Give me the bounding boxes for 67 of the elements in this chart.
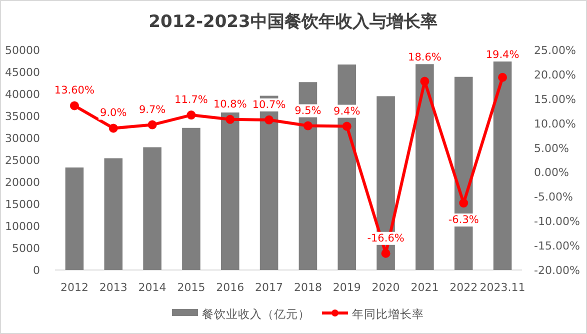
point — [303, 121, 312, 130]
y2-tick-label: -5.00% — [534, 190, 573, 204]
data-label: 9.5% — [294, 104, 322, 117]
data-label: 13.60% — [54, 84, 94, 97]
legend-label: 年同比增长率 — [352, 307, 424, 321]
data-label: 9.7% — [138, 104, 166, 116]
y2-tick-label: 0.00% — [534, 166, 569, 180]
x-tick-label: 2012 — [60, 281, 88, 294]
y-tick-label: 20000 — [5, 176, 40, 189]
data-label: 10.7% — [252, 98, 286, 111]
point — [498, 72, 508, 82]
data-label: 10.8% — [213, 98, 247, 110]
data-label: -16.6% — [367, 232, 404, 244]
legend-label: 餐饮业收入（亿元） — [202, 307, 310, 321]
x-tick-label: 2016 — [216, 281, 244, 294]
y2-tick-label: 20.00% — [534, 68, 576, 82]
data-label: -6.3% — [448, 214, 479, 226]
x-tick-label: 2013 — [99, 281, 128, 294]
point — [226, 114, 235, 124]
y2-tick-label: -20.00% — [534, 264, 580, 277]
y-tick-label: 10000 — [5, 220, 40, 233]
bar — [416, 64, 434, 270]
chart-title: 2012-2023中国餐饮年收入与增长率 — [148, 12, 438, 32]
point — [381, 248, 390, 258]
y-tick-label: 25000 — [5, 154, 40, 167]
data-label: 9.0% — [100, 107, 127, 120]
point — [420, 76, 430, 86]
point — [186, 110, 196, 120]
data-label: 11.7% — [174, 94, 208, 106]
bar — [220, 112, 240, 270]
x-tick-label: 2023.11 — [480, 281, 526, 294]
x-tick-label: 2015 — [177, 281, 206, 294]
point — [459, 198, 468, 208]
bar — [104, 158, 123, 270]
y2-tick-label: 10.00% — [534, 117, 576, 130]
y2-tick-label: -15.00% — [534, 240, 580, 253]
bar — [493, 61, 512, 270]
y2-tick-label: 15.00% — [534, 92, 576, 106]
y-tick-label: 45000 — [5, 66, 40, 79]
bar — [182, 128, 200, 270]
x-tick-label: 2021 — [410, 281, 439, 294]
data-label: 9.4% — [334, 105, 360, 118]
x-tick-label: 2018 — [294, 281, 322, 294]
bar — [65, 167, 84, 270]
point — [70, 101, 79, 110]
y-tick-label: 5000 — [12, 242, 40, 255]
y2-tick-label: 25.00% — [534, 44, 576, 57]
y-tick-label: 50000 — [5, 44, 40, 57]
y2-tick-label: 5.00% — [534, 142, 569, 155]
y-tick-label: 0 — [33, 264, 40, 277]
x-tick-label: 2020 — [372, 281, 400, 294]
x-tick-label: 2014 — [138, 281, 166, 294]
x-tick-label: 2017 — [255, 281, 284, 294]
data-label: 18.6% — [408, 52, 442, 64]
y-tick-label: 15000 — [5, 198, 40, 211]
point — [108, 124, 118, 133]
y-tick-label: 30000 — [5, 132, 40, 145]
y-tick-label: 40000 — [5, 88, 40, 101]
x-tick-label: 2019 — [332, 281, 361, 294]
point — [148, 120, 157, 130]
point — [264, 115, 274, 124]
point — [342, 122, 352, 131]
y2-tick-label: -10.00% — [534, 215, 580, 228]
x-tick-label: 2022 — [450, 281, 478, 294]
y-tick-label: 35000 — [5, 110, 40, 123]
data-label: 19.4% — [486, 49, 520, 61]
bar — [143, 147, 162, 270]
